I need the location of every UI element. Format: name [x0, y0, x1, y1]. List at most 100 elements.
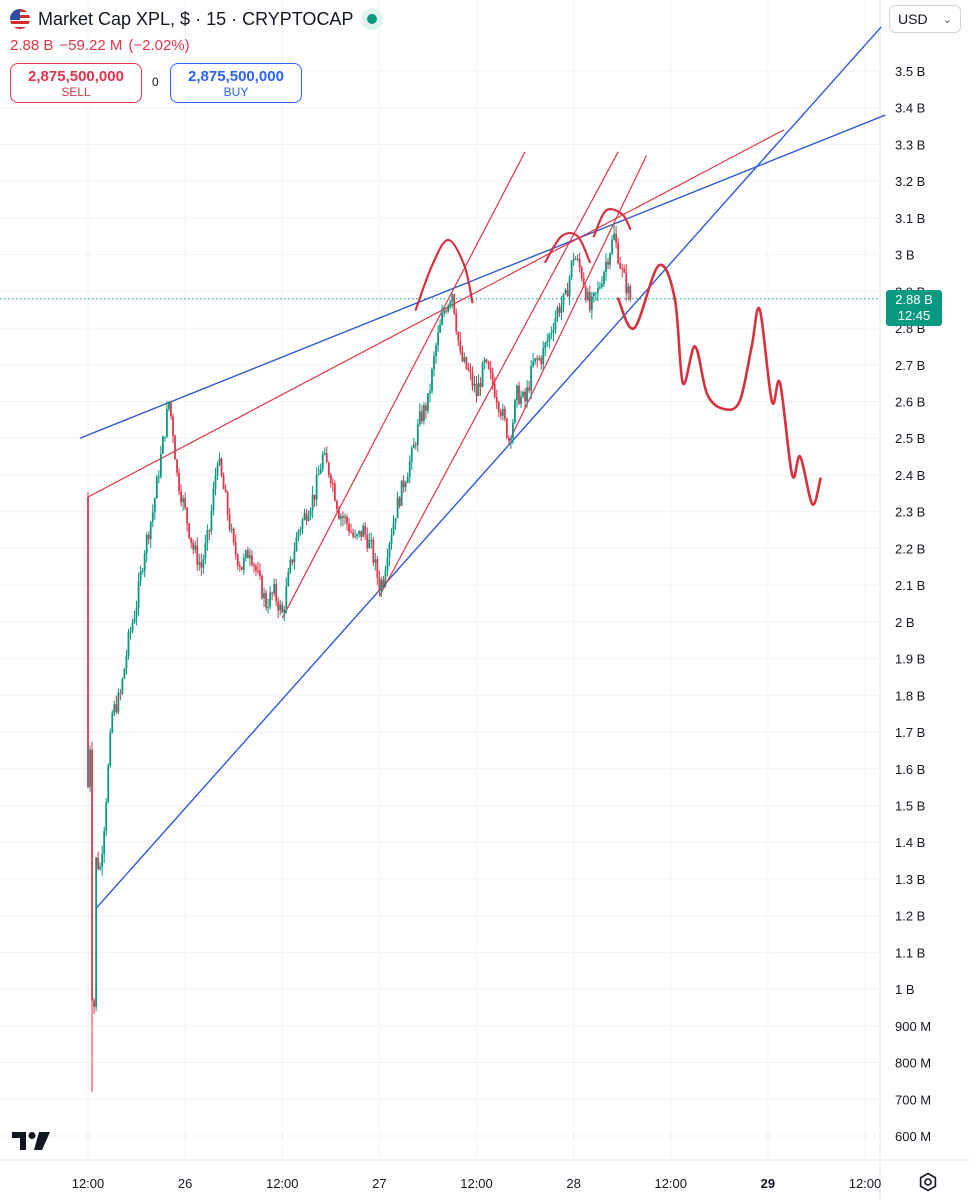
candle-body — [386, 557, 389, 571]
price-tick-label: 2.5 B — [895, 431, 925, 446]
settings-gear-icon[interactable] — [918, 1172, 938, 1192]
candle-body — [352, 532, 354, 537]
candle-body — [481, 363, 484, 387]
candle-body — [611, 239, 613, 254]
candle-body — [445, 310, 448, 312]
candle-body — [184, 498, 187, 508]
candle-body — [287, 572, 290, 586]
candle-body — [558, 307, 561, 313]
candle-body — [159, 453, 162, 477]
candle-body — [574, 258, 577, 260]
candle-body — [461, 351, 464, 362]
candle-body — [410, 448, 413, 462]
time-tick-label: 29 — [761, 1176, 775, 1191]
price-tick-label: 3.5 B — [895, 64, 925, 79]
price-tick-label: 2.1 B — [895, 578, 925, 593]
candle-body — [277, 601, 280, 611]
tradingview-logo-icon[interactable] — [12, 1130, 50, 1152]
red-trendline — [281, 151, 526, 619]
candle-body — [253, 564, 255, 566]
candle-body — [465, 357, 468, 369]
candle-body — [512, 422, 514, 439]
candle-body — [548, 334, 551, 341]
candle-body — [265, 592, 267, 608]
candle-body — [495, 397, 498, 403]
candle-body — [538, 358, 541, 360]
candle-body — [342, 516, 344, 518]
candle-body — [473, 384, 476, 386]
projection-drawing — [616, 263, 822, 506]
price-tick-label: 1.2 B — [895, 909, 925, 924]
candle-body — [627, 286, 630, 294]
price-tick-label: 2 B — [895, 615, 915, 630]
candle-body — [216, 464, 219, 476]
candle-body — [111, 712, 114, 733]
candle-body — [507, 437, 510, 441]
candle-body — [285, 585, 288, 610]
candle-body — [520, 396, 522, 404]
candle-body — [291, 559, 294, 563]
buy-button[interactable]: 2,875,500,000 BUY — [170, 63, 302, 103]
candle-body — [331, 483, 334, 485]
price-tick-label: 2.2 B — [895, 541, 925, 556]
candle-body — [139, 571, 142, 582]
candle-body — [439, 324, 441, 333]
time-tick-label: 12:00 — [849, 1176, 882, 1191]
sell-button[interactable]: 2,875,500,000 SELL — [10, 63, 142, 103]
candle-body — [259, 570, 261, 577]
candle-body — [475, 384, 478, 397]
candle-body — [103, 830, 106, 855]
candle-body — [408, 461, 411, 477]
candle-body — [131, 622, 134, 632]
candle-body — [333, 483, 336, 501]
top-arc-drawing — [592, 208, 632, 238]
candle-body — [301, 519, 304, 529]
candle-body — [489, 368, 492, 373]
candle-body — [137, 581, 140, 608]
market-status-icon[interactable] — [361, 8, 384, 30]
candle-body — [584, 286, 587, 301]
candle-body — [275, 584, 278, 602]
candle-body — [91, 749, 93, 1001]
candle-body — [471, 372, 474, 386]
candle-body — [153, 498, 156, 513]
candle-body — [534, 358, 537, 362]
candle-body — [578, 258, 581, 268]
candle-body — [234, 542, 237, 555]
time-tick-label: 12:00 — [266, 1176, 299, 1191]
blue-trendline — [95, 26, 882, 909]
candle-body — [220, 458, 223, 476]
trendline-layer — [79, 26, 886, 909]
symbol-title[interactable]: Market Cap XPL, $ · 15 · CRYPTOCAP — [38, 8, 354, 29]
candle-body — [170, 401, 172, 417]
candle-body — [552, 329, 555, 333]
candle-body — [105, 802, 108, 831]
candle-body — [180, 491, 182, 503]
candle-body — [188, 523, 191, 538]
candle-body — [546, 340, 549, 343]
time-tick-label: 12:00 — [654, 1176, 687, 1191]
price-tick-label: 800 M — [895, 1056, 931, 1071]
candle-body — [429, 391, 431, 394]
candle-body — [123, 668, 126, 679]
candle-body — [226, 492, 229, 515]
buy-label: BUY — [223, 84, 249, 99]
price-tick-label: 1.6 B — [895, 762, 925, 777]
candle-body — [228, 514, 231, 530]
candle-body — [133, 617, 136, 623]
candle-body — [151, 512, 154, 522]
price-tick-label: 600 M — [895, 1129, 931, 1144]
chevron-down-icon: ⌄ — [942, 13, 952, 26]
candle-body — [174, 435, 176, 460]
candle-body — [625, 272, 628, 294]
candle-body — [321, 454, 324, 470]
candle-body — [329, 475, 332, 484]
candle-body — [267, 607, 269, 609]
currency-select[interactable]: USD ⌄ — [889, 5, 961, 33]
drawing-layer — [414, 208, 822, 506]
candle-body — [566, 289, 569, 297]
price-tick-label: 3.4 B — [895, 101, 925, 116]
price-tick-label: 1 B — [895, 982, 915, 997]
candle-body — [240, 566, 243, 570]
